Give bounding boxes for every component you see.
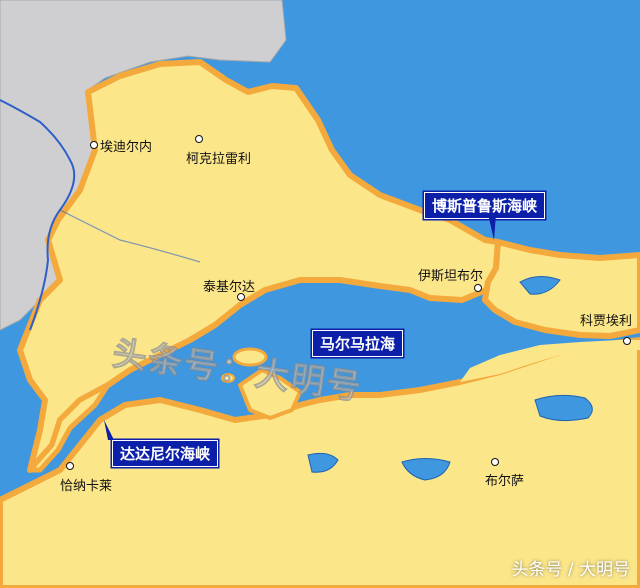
- river-evros: [0, 99, 76, 331]
- small-island: [221, 373, 235, 383]
- city-dot-edirne: [90, 141, 98, 149]
- dardanelles-label: 达达尼尔海峡: [112, 440, 219, 467]
- city-label-edirne: 埃迪尔内: [100, 140, 153, 155]
- city-label-kirklareli: 柯克拉雷利: [186, 152, 252, 167]
- gallipoli-peninsula: [27, 382, 111, 473]
- marmara-island: [232, 347, 268, 367]
- marmara-sea-label: 马尔马拉海: [312, 330, 404, 357]
- south-gulf-land: [460, 340, 640, 382]
- city-label-tekirdag: 泰基尔达: [203, 280, 256, 295]
- city-label-istanbul: 伊斯坦布尔: [418, 269, 484, 284]
- river-ergene: [59, 209, 201, 263]
- corner-watermark: 头条号 / 大明号: [511, 560, 630, 580]
- city-label-bursa: 布尔萨: [485, 474, 525, 489]
- lake-iznik: [534, 394, 593, 422]
- kocaeli-land: [482, 239, 640, 339]
- thrace-land: [17, 59, 501, 473]
- city-dot-bursa: [491, 458, 499, 466]
- city-dot-canakkale: [66, 462, 74, 470]
- city-label-kocaeli: 科贾埃利: [580, 314, 633, 329]
- city-dot-tekirdag: [237, 293, 245, 301]
- lake-sapanca: [519, 276, 561, 295]
- city-label-canakkale: 恰纳卡莱: [60, 479, 113, 494]
- lake-uluabat: [401, 458, 451, 481]
- city-dot-kirklareli: [195, 135, 203, 143]
- kapidag-peninsula: [238, 368, 302, 420]
- city-dot-kocaeli: [623, 337, 631, 345]
- bosporus-label: 博斯普鲁斯海峡: [424, 192, 546, 219]
- city-dot-istanbul: [474, 284, 482, 292]
- lake-manyas: [307, 452, 339, 473]
